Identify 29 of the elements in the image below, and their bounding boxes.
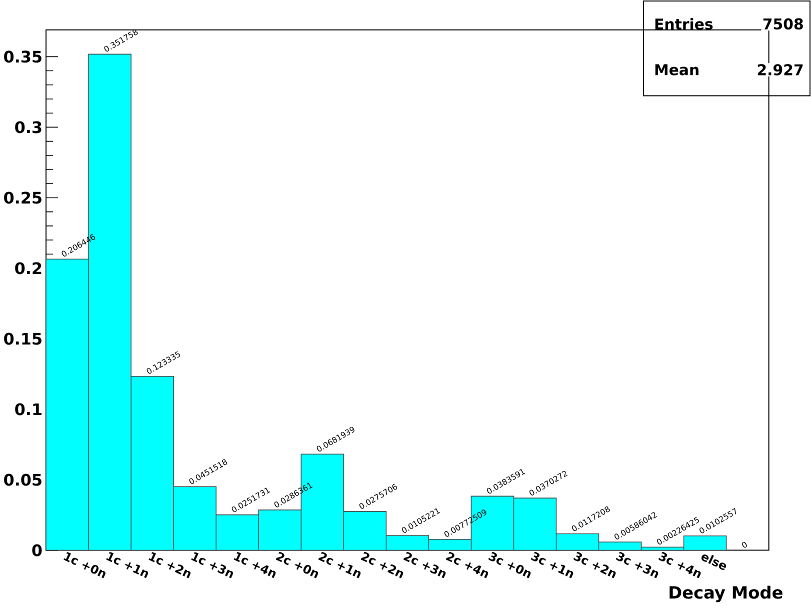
y-tick-label: 0.15	[4, 332, 42, 345]
x-tick-label: 3c +3n	[616, 552, 658, 578]
y-tick-label: 0.35	[4, 50, 42, 63]
annotation: 2.927	[758, 64, 803, 76]
x-tick-label: 1c +3n	[191, 552, 234, 578]
x-tick-label: 1c +0n	[64, 552, 106, 578]
x-tick-label: 1c +4n	[234, 552, 276, 578]
x-tick-label: 2c +1n	[318, 552, 361, 578]
y-tick-label: 0.05	[4, 474, 42, 486]
text: Entries	[655, 18, 713, 30]
y-tick-label: 0	[32, 544, 42, 556]
text: 7508	[763, 18, 803, 30]
y-tick-label: 0.25	[4, 192, 42, 204]
x-tick-label: 3c +0n	[488, 552, 531, 578]
x-axis-title: Decay Mode	[670, 586, 782, 602]
x-tick-label: 2c +0n	[276, 552, 318, 578]
x-tick-label: else	[701, 554, 726, 570]
annotation: Mean	[655, 64, 698, 76]
x-tick-label: 2c +4n	[446, 552, 488, 578]
x-tick-label: 1c +1n	[106, 552, 148, 578]
x-tick-label: 3c +2n	[573, 552, 616, 578]
x-tick-label: 2c +3n	[403, 552, 446, 578]
x-tick-label: 2c +2n	[360, 552, 404, 578]
x-tick-label: 3c +4n	[658, 552, 701, 578]
x-tick-label: 1c +2n	[148, 552, 191, 578]
y-tick-label: 0.3	[15, 121, 42, 134]
y-tick-label: 0.2	[15, 262, 42, 274]
x-tick-label: 3c +1n	[530, 552, 574, 578]
y-tick-label: 0.1	[15, 403, 42, 416]
